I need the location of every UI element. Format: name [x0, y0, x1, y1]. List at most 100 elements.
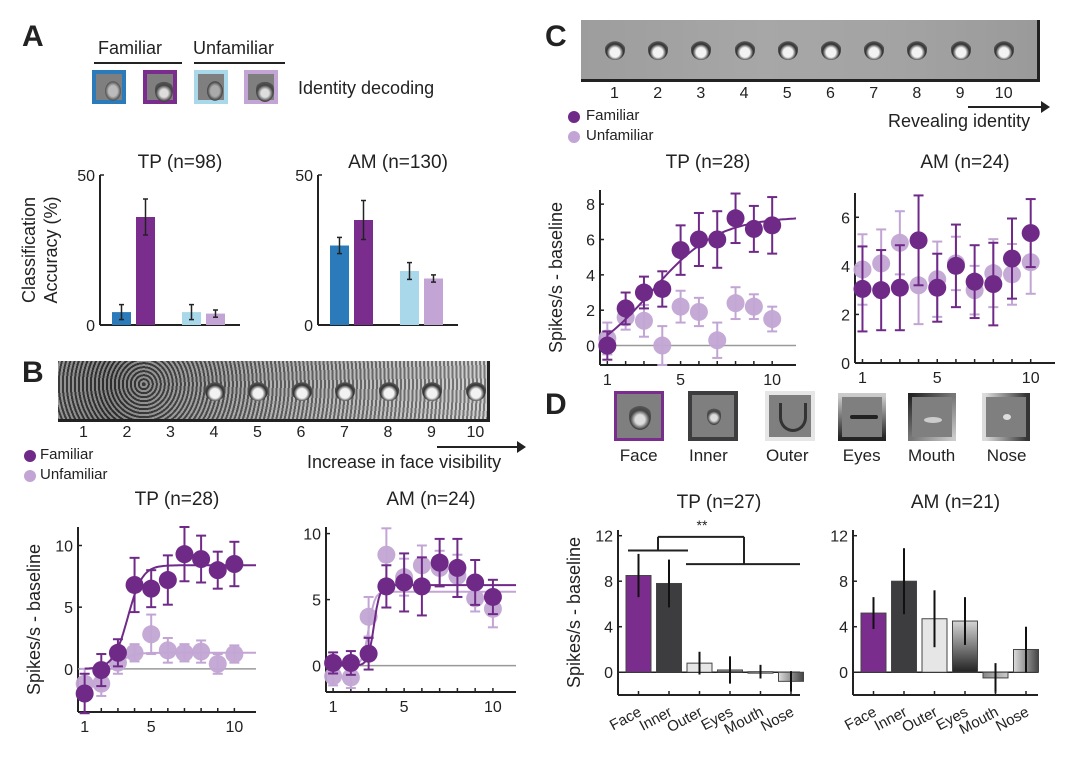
d-tp-y-tick-label: 12: [595, 529, 613, 546]
c-am-familiar-point: [853, 279, 872, 298]
visibility-monkey-face-icon: [378, 381, 399, 401]
a-am-bar-0: [330, 245, 349, 325]
familiar-legend-dot: [568, 111, 580, 123]
c-tp-y-tick-label: 4: [586, 268, 595, 285]
identity-decoding-label: Identity decoding: [298, 78, 435, 98]
a-tp-y-axis-label: Classification: [19, 197, 39, 303]
visibility-step-number: 1: [79, 424, 88, 441]
identity-monkey-face-icon: [777, 40, 798, 60]
b-am-x-tick-label: 5: [400, 699, 409, 716]
identity-monkey-face-icon: [993, 40, 1014, 60]
b-am-familiar-point: [377, 577, 396, 596]
legend-unfamiliar: Unfamiliar: [40, 466, 108, 483]
b-tp-familiar-point: [175, 545, 194, 564]
visibility-step-number: 3: [166, 424, 175, 441]
face-part-label-mouth: Mouth: [908, 446, 956, 465]
face-part-label-eyes: Eyes: [842, 446, 881, 465]
c-am-unfamiliar-point: [890, 233, 909, 252]
visibility-step-number: 4: [209, 424, 219, 441]
b-tp-unfamiliar-point: [225, 645, 244, 664]
panel-b-letter: B: [22, 356, 44, 389]
b-tp-unfamiliar-point: [208, 654, 227, 673]
c-tp-x-tick-label: 10: [763, 372, 781, 389]
c-am-y-tick-label: 4: [841, 259, 850, 276]
familiar-human-face-thumbnail: [92, 70, 126, 104]
c-am-y-tick-label: 0: [841, 356, 850, 373]
identity-step-number: 6: [826, 85, 835, 102]
face-part-thumbnail-eyes: [838, 393, 886, 441]
a-tp-title: TP (n=98): [138, 152, 223, 173]
a-am-bar-2: [400, 271, 419, 325]
c-tp-familiar-point: [653, 279, 672, 298]
c-tp-familiar-point: [634, 283, 653, 302]
c-tp-y-tick-label: 8: [586, 197, 595, 214]
identity-step-number: 4: [739, 85, 749, 102]
visibility-arrow: [437, 446, 521, 448]
visibility-monkey-face-icon: [248, 381, 268, 401]
c-tp-y-tick-label: 0: [586, 339, 595, 356]
b-am-familiar-point: [412, 577, 431, 596]
face-part-thumbnail-mouth: [908, 393, 956, 441]
d-tp-y-tick-label: 8: [604, 574, 613, 591]
c-tp-familiar-point: [744, 219, 763, 238]
a-am-bar-1: [354, 220, 373, 325]
b-am-familiar-point: [483, 587, 502, 606]
b-tp-x-tick-label: 1: [80, 719, 89, 736]
c-am-familiar-point: [1021, 224, 1040, 243]
b-tp-unfamiliar-point: [175, 643, 194, 662]
visibility-step-number: 2: [122, 424, 132, 441]
identity-monkey-face-icon: [734, 40, 755, 60]
visibility-step-number: 8: [383, 424, 393, 441]
visibility-step-number: 7: [340, 424, 349, 441]
face-part-thumbnail-inner: [688, 391, 738, 441]
visibility-monkey-face-icon: [422, 381, 442, 401]
d-am-x-tick-label: Nose: [993, 704, 1032, 735]
c-tp-unfamiliar-point: [689, 302, 708, 321]
b-am-familiar-point: [466, 573, 485, 592]
c-am-y-tick-label: 2: [841, 307, 850, 324]
identity-step-number: 2: [653, 85, 663, 102]
d-tp-y-tick-label: 0: [604, 665, 613, 682]
face-part-thumbnail-nose: [982, 393, 1030, 441]
b-tp-familiar-point: [108, 643, 127, 662]
c-tp-title: TP (n=28): [666, 152, 751, 173]
b-tp-y-tick-label: 10: [55, 539, 73, 556]
c-tp-unfamiliar-point: [763, 310, 782, 329]
c-tp-unfamiliar-point: [708, 331, 727, 350]
familiar-group-underline: [94, 62, 182, 64]
legend-unfamiliar: Unfamiliar: [586, 127, 654, 144]
c-tp-familiar-point: [726, 209, 745, 228]
b-tp-x-tick-label: 10: [225, 719, 243, 736]
b-am-familiar-point: [395, 573, 414, 592]
identity-step-number: 8: [912, 85, 922, 102]
visibility-step-number: 9: [427, 424, 436, 441]
c-tp-familiar-point: [689, 230, 708, 249]
c-am-familiar-point: [872, 281, 891, 300]
c-am-familiar-point: [984, 275, 1003, 294]
b-tp-unfamiliar-point: [158, 641, 177, 660]
c-am-familiar-point: [965, 272, 984, 291]
d-am-y-tick-label: 4: [839, 620, 848, 637]
d-tp-x-tick-label: Nose: [758, 704, 797, 735]
c-am-familiar-point: [1003, 249, 1022, 268]
c-tp-familiar-point: [671, 241, 690, 260]
b-tp-x-tick-label: 5: [147, 719, 156, 736]
a-am-y-tick-label: 0: [304, 318, 313, 335]
identity-monkey-face-icon: [605, 40, 625, 60]
identity-step-number: 9: [955, 85, 965, 102]
b-am-y-tick-label: 10: [303, 527, 321, 544]
visibility-monkey-face-icon: [291, 381, 312, 401]
unfamiliar-group-label: Unfamiliar: [193, 38, 275, 58]
a-tp-bar-1: [136, 217, 155, 325]
face-part-thumbnail-outer: [765, 391, 815, 441]
b-am-unfamiliar-point: [341, 668, 360, 687]
b-am-familiar-point: [430, 553, 449, 572]
b-am-familiar-point: [448, 558, 467, 577]
b-tp-familiar-point: [225, 555, 244, 573]
identity-step-number: 5: [782, 85, 792, 102]
a-am-bar-3: [424, 278, 443, 325]
c-tp-familiar-point: [616, 299, 635, 318]
panel-a-letter: A: [22, 20, 44, 53]
c-tp-unfamiliar-point: [671, 297, 690, 316]
d-tp-y-axis-label: Spikes/s - baseline: [564, 537, 584, 688]
